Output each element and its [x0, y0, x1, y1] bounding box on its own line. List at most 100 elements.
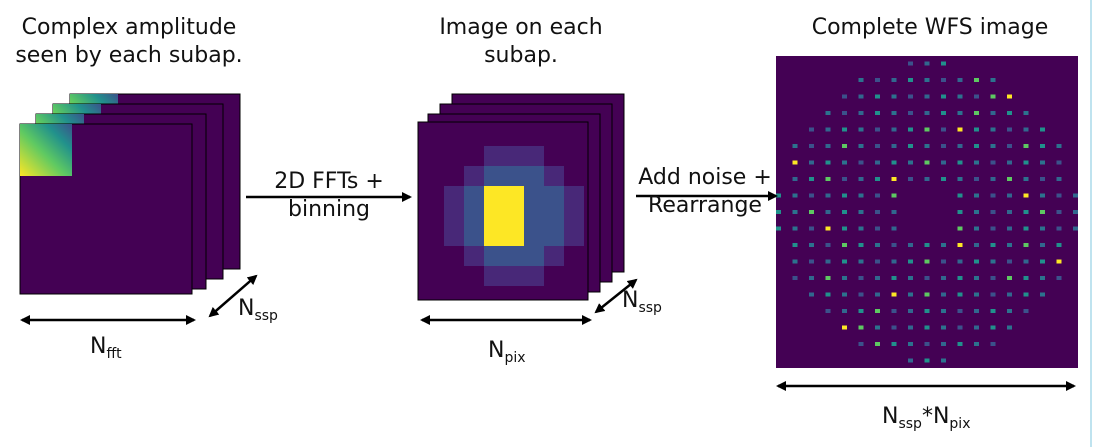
wfs-spot: [990, 111, 996, 115]
wfs-spot: [957, 309, 963, 313]
wfs-spot: [957, 342, 963, 346]
wfs-spot: [1040, 292, 1045, 297]
psf-core: [504, 186, 524, 246]
wfs-spot: [1023, 144, 1029, 148]
wfs-spot: [908, 94, 913, 99]
wfs-spot: [941, 144, 946, 148]
wfs-spot: [1007, 111, 1012, 115]
wfs-spot: [891, 127, 897, 132]
wfs-spot: [858, 325, 864, 330]
wfs-spot: [1073, 226, 1078, 231]
wfs-spot: [990, 127, 996, 132]
wfs-spot: [1023, 127, 1029, 132]
wfs-spot: [809, 259, 814, 264]
wfs-spot: [792, 259, 798, 264]
wfs-spot: [891, 226, 897, 231]
wfs-spot: [842, 276, 847, 280]
wfs-spot: [842, 94, 847, 99]
wfs-spot: [924, 177, 930, 181]
wfs-spot: [924, 111, 930, 115]
wfs-spot: [941, 325, 946, 330]
wfs-spot: [825, 309, 831, 313]
wfs-spot: [957, 243, 963, 247]
wfs-spot: [858, 177, 864, 181]
wfs-spot: [941, 61, 946, 66]
n-pix-label: Npix: [488, 338, 526, 366]
wfs-spot: [842, 144, 847, 148]
wfs-spot: [875, 309, 880, 313]
wfs-spot: [825, 193, 831, 198]
double-arrow-icon: [594, 278, 638, 314]
wfs-spot: [974, 226, 979, 231]
wfs-size-sub1: ssp: [898, 416, 922, 432]
wfs-spot: [858, 226, 864, 231]
wfs-spot: [1023, 243, 1029, 247]
wfs-spot: [974, 177, 979, 181]
wfs-spot: [1056, 243, 1062, 247]
wfs-spots: [776, 61, 1078, 363]
wfs-spot: [842, 292, 847, 297]
wfs-spot: [941, 342, 946, 346]
image-stack: [417, 93, 625, 301]
wfs-spot: [974, 259, 979, 264]
wfs-spot: [908, 292, 913, 297]
wfs-spot: [891, 94, 897, 99]
wfs-spot: [1040, 226, 1045, 231]
wfs-spot: [924, 342, 930, 346]
wfs-spot: [990, 210, 996, 214]
n-ssp-base-1: N: [238, 296, 255, 321]
wfs-spot: [990, 177, 996, 181]
double-arrow-icon: [208, 274, 258, 318]
wfs-spot: [858, 111, 864, 115]
wfs-spot: [924, 292, 930, 297]
amplitude-patch-1: [20, 124, 72, 176]
wfs-spot: [974, 292, 979, 297]
image-title-line2: subap.: [484, 43, 558, 68]
wfs-spot: [1023, 210, 1029, 214]
wfs-spot: [825, 259, 831, 264]
amplitude-layer-1: [19, 123, 193, 295]
wfs-spot: [1023, 309, 1029, 313]
wfs-spot: [891, 325, 897, 330]
wfs-spot: [825, 292, 831, 297]
wfs-spot: [875, 226, 880, 231]
wfs-spot: [1040, 210, 1045, 214]
wfs-spot: [825, 111, 831, 115]
wfs-spot: [891, 144, 897, 148]
wfs-spot: [957, 276, 963, 280]
wfs-spot: [1073, 193, 1078, 198]
wfs-spot: [858, 309, 864, 313]
noise-step-line2: Rearrange: [648, 193, 762, 218]
wfs-spot: [776, 193, 781, 198]
wfs-spot: [842, 127, 847, 132]
wfs-spot: [842, 210, 847, 214]
wfs-spot: [875, 193, 880, 198]
noise-step-line1: Add noise +: [638, 165, 772, 190]
wfs-spot: [941, 127, 946, 132]
wfs-spot: [908, 325, 913, 330]
wfs-spot: [792, 144, 798, 148]
wfs-spot: [941, 259, 946, 264]
wfs-spot: [908, 127, 913, 132]
wfs-spot: [1073, 210, 1078, 214]
wfs-spot: [842, 309, 847, 313]
wfs-spot: [990, 78, 996, 82]
wfs-spot: [1056, 193, 1062, 198]
fft-step-label: 2D FFTs + binning: [262, 168, 396, 224]
wfs-spot: [842, 325, 847, 330]
wfs-spot: [1023, 111, 1029, 115]
wfs-spot: [957, 193, 963, 198]
wfs-image: [776, 56, 1078, 368]
wfs-size-base2: N: [932, 404, 950, 429]
wfs-spot: [908, 342, 913, 346]
wfs-spot: [809, 160, 814, 165]
wfs-spot: [924, 276, 930, 280]
right-edge-bar: [1090, 0, 1092, 447]
wfs-spot: [924, 309, 930, 313]
wfs-spot: [990, 342, 996, 346]
wfs-spot: [957, 78, 963, 82]
wfs-spot: [957, 259, 963, 264]
wfs-spot: [941, 160, 946, 165]
wfs-spot: [842, 226, 847, 231]
